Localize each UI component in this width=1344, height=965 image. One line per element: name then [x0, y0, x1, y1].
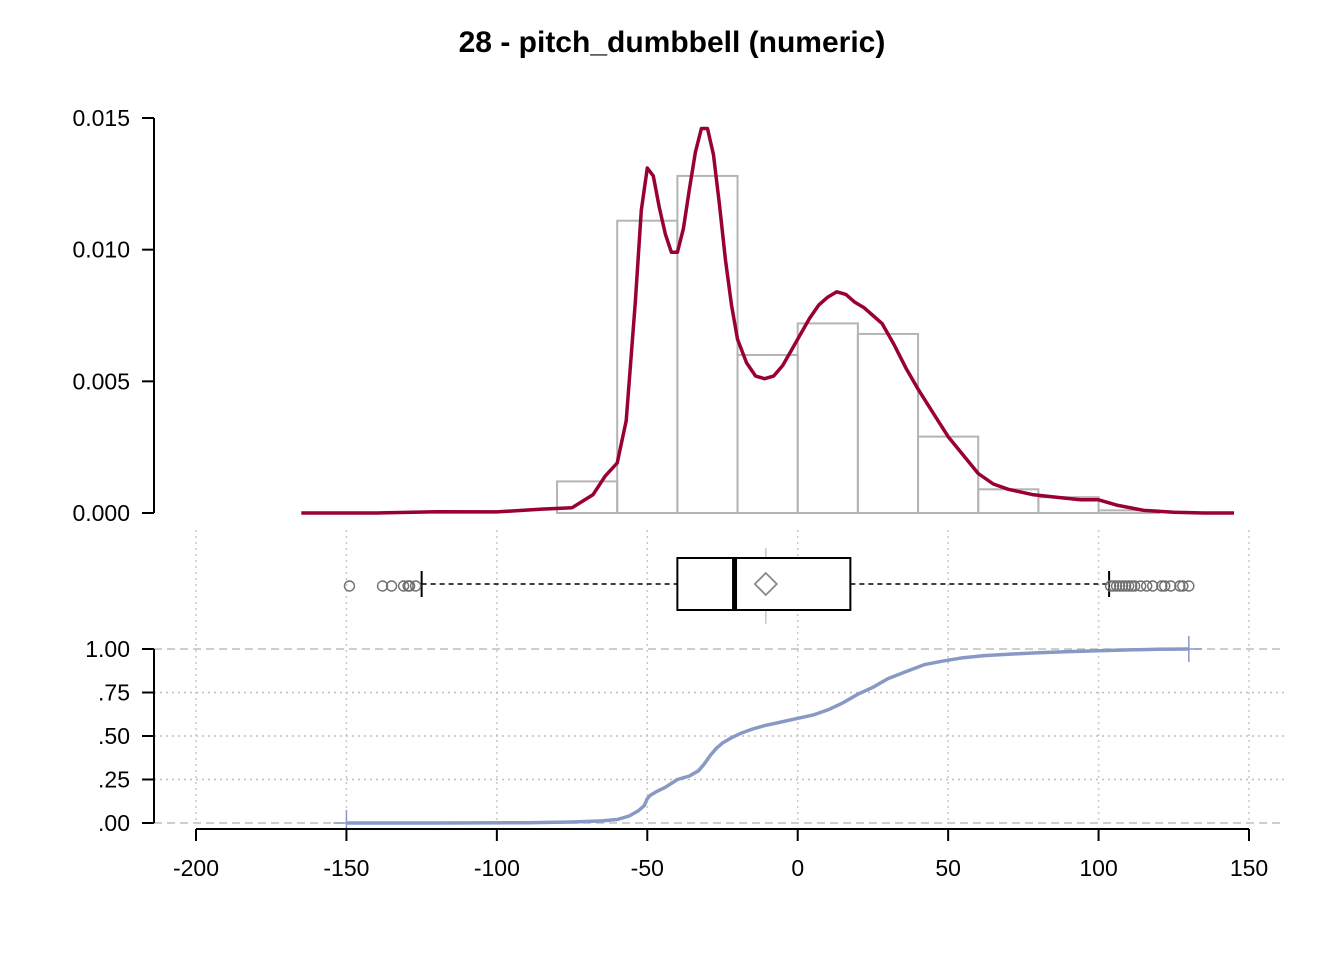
outlier-point: [1113, 580, 1126, 592]
outlier-point: [1107, 580, 1120, 592]
outlier-point: [1116, 580, 1129, 592]
x-tick-label: -150: [323, 855, 369, 881]
boxplot-panel: [343, 548, 1195, 624]
ecdf-y-tick-label: .75: [98, 680, 130, 706]
outlier-point: [1147, 580, 1159, 592]
x-tick-label: 100: [1079, 855, 1117, 881]
outlier-point: [1165, 580, 1177, 592]
outlier-point: [1134, 580, 1147, 592]
histogram-bar: [917, 435, 980, 514]
histogram-panel: [301, 126, 1234, 515]
x-tick-label: -200: [173, 855, 219, 881]
x-tick-label: 150: [1230, 855, 1268, 881]
outlier-point: [1156, 580, 1168, 592]
histogram-y-tick-label: 0.000: [72, 500, 130, 526]
outlier-point: [1104, 580, 1117, 592]
density-curve: [301, 126, 1234, 515]
outlier-point: [1119, 580, 1132, 592]
outlier-point: [1159, 580, 1171, 592]
mean-diamond: [753, 571, 779, 597]
outlier-point: [1177, 580, 1189, 592]
histogram-y-tick-label: 0.015: [72, 105, 130, 131]
x-tick-label: 50: [935, 855, 961, 881]
histogram-bar: [676, 174, 739, 515]
x-tick-label: -50: [631, 855, 664, 881]
outlier-point: [1110, 580, 1123, 592]
x-tick-label: -100: [474, 855, 520, 881]
axes-layer: 0.000 0.005 0.010 0.015 1.00 .75 .50 .25 .00 -200…: [72, 105, 1268, 881]
outlier-point: [1122, 580, 1135, 592]
chart-title: 28 - pitch_dumbbell (numeric): [459, 26, 886, 59]
ecdf-y-tick-label: .50: [98, 723, 130, 749]
box-iqr: [676, 557, 852, 611]
outlier-point: [403, 580, 416, 592]
outlier-point: [385, 580, 398, 592]
outlier-point: [1128, 580, 1141, 592]
outlier-point: [1125, 580, 1138, 592]
ecdf-y-tick-label: .25: [98, 767, 130, 793]
outlier-point: [1174, 580, 1186, 592]
ecdf-y-tick-label: .00: [98, 810, 130, 836]
outlier-point: [1183, 580, 1195, 592]
ecdf-y-tick-label: 1.00: [85, 636, 130, 662]
histogram-bar: [616, 219, 679, 514]
outlier-point: [409, 580, 422, 592]
histogram-bar: [796, 322, 859, 514]
histogram-bar: [856, 332, 920, 514]
histogram-y-tick-label: 0.010: [72, 237, 130, 263]
outlier-point: [397, 580, 410, 592]
outlier-point: [376, 580, 389, 592]
ecdf-curve: [346, 647, 1189, 825]
histogram-y-tick-label: 0.005: [72, 368, 130, 394]
outlier-point: [343, 580, 356, 592]
grid-layer: [154, 530, 1285, 824]
x-tick-label: 0: [791, 855, 804, 881]
outlier-point: [1141, 580, 1153, 592]
